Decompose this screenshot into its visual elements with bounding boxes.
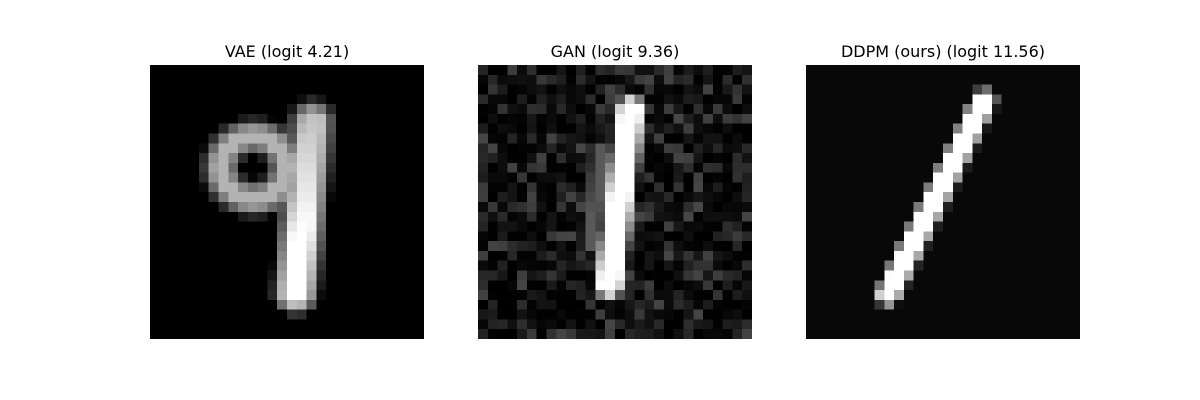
panel-title: DDPM (ours) (logit 11.56) xyxy=(840,42,1046,61)
ddpm-sample-image xyxy=(806,65,1080,339)
sample-panel-gan: GAN (logit 9.36) xyxy=(478,40,752,339)
sample-panel-ddpm: DDPM (ours) (logit 11.56) xyxy=(806,40,1080,339)
panel-title: GAN (logit 9.36) xyxy=(550,42,680,61)
panel-title: VAE (logit 4.21) xyxy=(224,42,350,61)
vae-sample-image xyxy=(150,65,424,339)
sample-panel-vae: VAE (logit 4.21) xyxy=(150,40,424,339)
gan-sample-image xyxy=(478,65,752,339)
